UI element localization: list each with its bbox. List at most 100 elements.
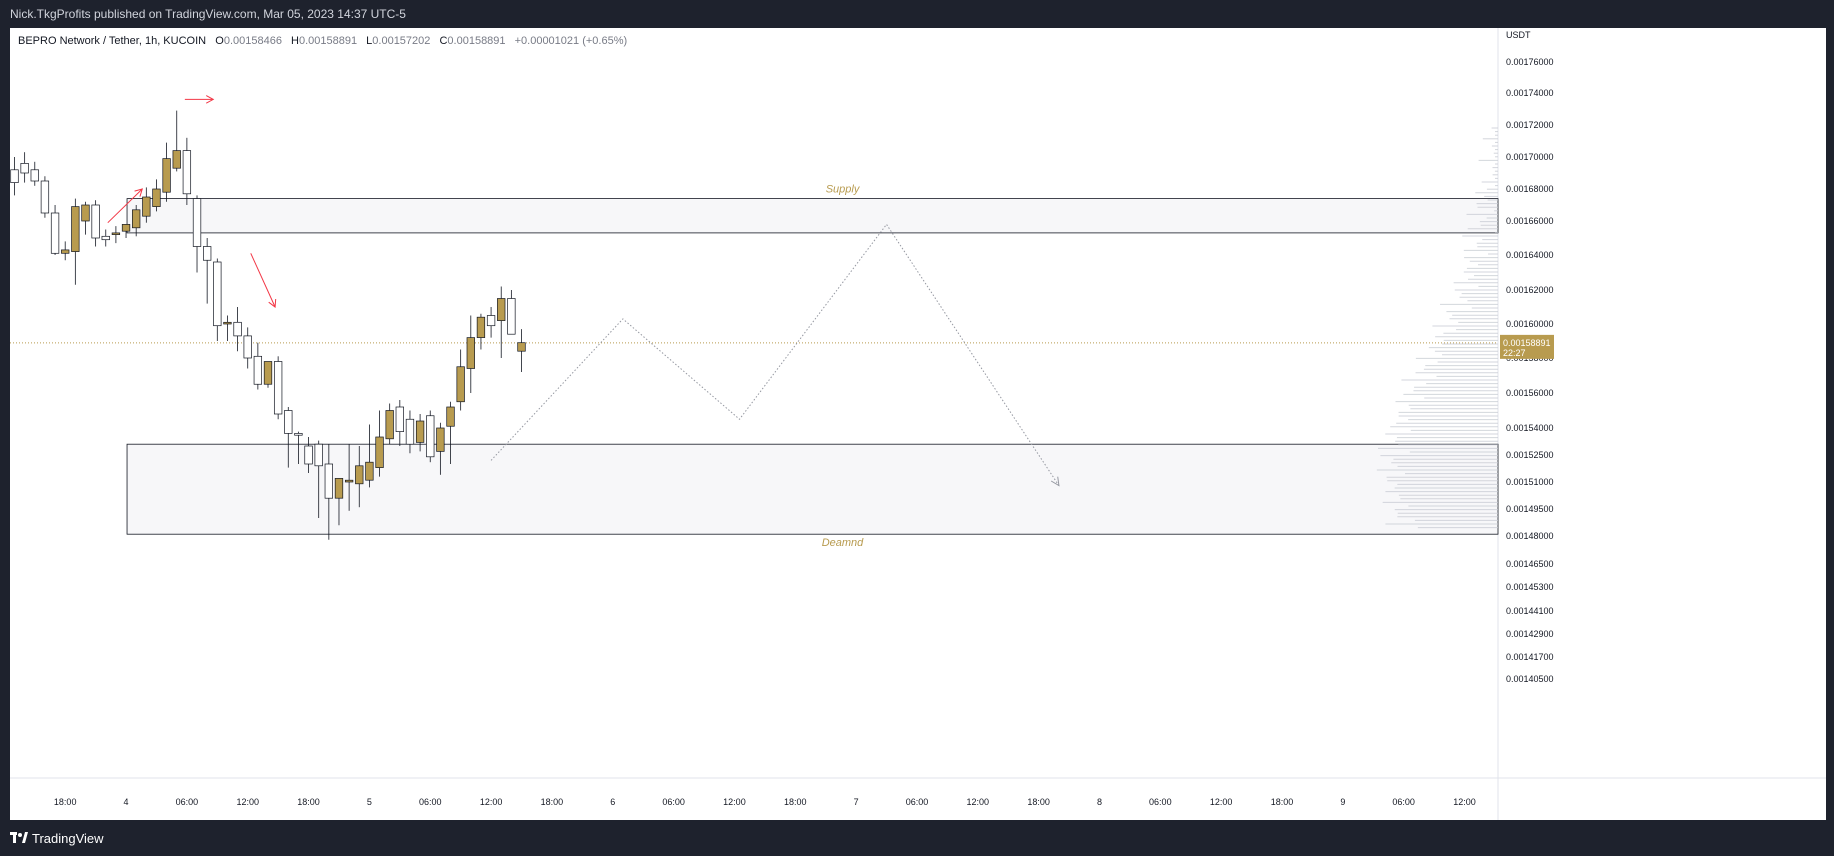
symbol-legend: BEPRO Network / Tether, 1h, KUCOIN O0.00… xyxy=(18,35,633,47)
legend-high-label: H xyxy=(291,35,299,47)
candle-body[interactable] xyxy=(91,204,100,239)
candle-body[interactable] xyxy=(507,298,516,335)
red-arrow-line[interactable] xyxy=(107,188,143,224)
candle-body[interactable] xyxy=(324,463,333,499)
y-tick-label: 0.00140500 xyxy=(1506,674,1554,684)
x-tick-label: 06:00 xyxy=(1149,797,1172,807)
candle-body[interactable] xyxy=(10,169,19,183)
candle-body[interactable] xyxy=(101,235,110,241)
tradingview-logo-icon xyxy=(10,832,28,843)
candle-body[interactable] xyxy=(61,249,70,254)
y-axis-unit: USDT xyxy=(1506,30,1531,40)
candle-body[interactable] xyxy=(162,158,171,193)
x-tick-label: 12:00 xyxy=(236,797,259,807)
candle-body[interactable] xyxy=(365,461,374,481)
y-tick-label: 0.00145300 xyxy=(1506,582,1554,592)
x-tick-label: 06:00 xyxy=(662,797,685,807)
candle-body[interactable] xyxy=(71,206,80,252)
candle-body[interactable] xyxy=(192,198,202,247)
candle-body[interactable] xyxy=(436,427,445,452)
candlestick-chart[interactable]: Supply Deamnd USDT 0.00176000 0.00174000 0.00… xyxy=(10,28,1826,820)
legend-open-label: O xyxy=(215,35,224,47)
tradingview-logo[interactable]: TradingView xyxy=(10,830,104,846)
candle-body[interactable] xyxy=(334,478,344,499)
candle-body[interactable] xyxy=(132,209,141,229)
legend-low-label: L xyxy=(366,35,373,47)
candle-body[interactable] xyxy=(344,479,354,483)
current-price-tag xyxy=(1500,334,1554,359)
candle-body[interactable] xyxy=(20,163,29,174)
y-tick-label: 0.00164000 xyxy=(1506,250,1554,260)
legend-symbol: BEPRO Network / Tether, 1h, KUCOIN xyxy=(18,35,207,47)
legend-open-value: 0.00158466 xyxy=(223,35,282,47)
candle-body[interactable] xyxy=(182,150,192,195)
candle-body[interactable] xyxy=(273,361,283,415)
candle-body[interactable] xyxy=(233,321,242,337)
candle-body[interactable] xyxy=(223,321,232,325)
current-price-value: 0.00158891 xyxy=(1503,338,1551,348)
candle-body[interactable] xyxy=(476,316,486,338)
candle-body[interactable] xyxy=(497,298,506,321)
red-arrow-line[interactable] xyxy=(250,253,276,308)
candle-body[interactable] xyxy=(426,415,435,458)
x-tick-label: 18:00 xyxy=(1271,797,1294,807)
publish-header: Nick.TkgProfits published on TradingView… xyxy=(0,0,1834,28)
y-tick-label: 0.00160000 xyxy=(1506,319,1554,329)
y-tick-label: 0.00176000 xyxy=(1506,57,1554,67)
projection-arrowhead xyxy=(1050,476,1060,487)
candle-body[interactable] xyxy=(142,196,151,217)
red-arrow-head xyxy=(205,95,215,104)
candle-body[interactable] xyxy=(203,246,212,261)
legend-change: +0.00001021 (+0.65%) xyxy=(514,35,628,47)
zone-supply[interactable] xyxy=(126,198,1499,234)
candle-body[interactable] xyxy=(284,410,293,434)
zone-deamnd[interactable] xyxy=(126,443,1499,535)
candle-body[interactable] xyxy=(50,212,60,254)
candle-body[interactable] xyxy=(466,337,475,369)
tradingview-logo-text: TradingView xyxy=(32,830,104,846)
current-price-countdown: 22:27 xyxy=(1503,348,1526,358)
candle-body[interactable] xyxy=(294,433,303,436)
y-tick-label: 0.00151000 xyxy=(1506,477,1554,487)
x-tick-label: 18:00 xyxy=(54,797,77,807)
candle-body[interactable] xyxy=(304,445,313,465)
candle-body[interactable] xyxy=(355,465,364,485)
candle-body[interactable] xyxy=(446,406,455,427)
candle-body[interactable] xyxy=(486,315,496,327)
candle-body[interactable] xyxy=(385,410,394,440)
candle-body[interactable] xyxy=(81,204,90,222)
candle-body[interactable] xyxy=(314,443,323,467)
red-arrow-head xyxy=(134,188,144,197)
candle-body[interactable] xyxy=(456,366,465,403)
projection-path[interactable] xyxy=(490,223,1060,486)
x-tick-label: 18:00 xyxy=(541,797,564,807)
candle-body[interactable] xyxy=(253,355,263,385)
x-tick-label: 12:00 xyxy=(967,797,990,807)
x-tick-label: 06:00 xyxy=(419,797,442,807)
candle-body[interactable] xyxy=(405,418,415,445)
candle-body[interactable] xyxy=(375,436,384,468)
candle-body[interactable] xyxy=(213,261,222,327)
x-tick-label: 18:00 xyxy=(784,797,807,807)
candle-body[interactable] xyxy=(243,335,252,359)
x-tick-label: 9 xyxy=(1340,797,1345,807)
candle-body[interactable] xyxy=(152,188,161,207)
x-tick-label: 18:00 xyxy=(1027,797,1050,807)
candle-body[interactable] xyxy=(111,232,121,235)
x-tick-label: 06:00 xyxy=(1392,797,1415,807)
y-tick-label: 0.00170000 xyxy=(1506,152,1554,162)
candle-body[interactable] xyxy=(263,361,273,385)
candle-body[interactable] xyxy=(40,180,50,214)
candle-body[interactable] xyxy=(415,420,425,443)
y-tick-label: 0.00162000 xyxy=(1506,285,1554,295)
red-arrow-head xyxy=(268,298,277,308)
candle-body[interactable] xyxy=(172,150,181,169)
x-tick-label: 8 xyxy=(1097,797,1102,807)
candle-body[interactable] xyxy=(121,224,131,232)
y-tick-label: 0.00168000 xyxy=(1506,184,1554,194)
chart-area[interactable]: Supply Deamnd USDT 0.00176000 0.00174000 0.00… xyxy=(10,28,1826,820)
y-tick-label: 0.00149500 xyxy=(1506,504,1554,514)
candle-body[interactable] xyxy=(30,169,39,182)
candle-body[interactable] xyxy=(395,406,404,432)
candle-body[interactable] xyxy=(517,342,526,352)
